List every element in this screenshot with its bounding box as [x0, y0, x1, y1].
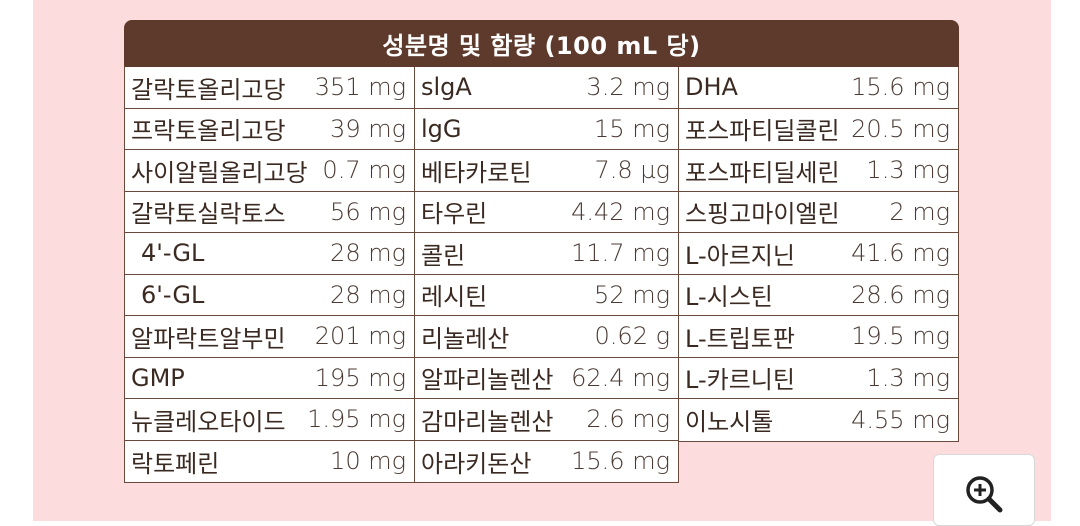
ingredient-amount: 1.3 mg — [866, 363, 950, 392]
table-grid: 갈락토올리고당 351 mg 프락토올리고당 39 mg 사이알릴올리고당 0.7 mg 갈… — [124, 67, 959, 483]
ingredient-name: 4'-GL — [141, 239, 205, 268]
ingredient-amount: 4.42 mg — [571, 197, 670, 226]
ingredient-name: 뉴클레오타이드 — [131, 407, 286, 436]
ingredient-name: slgA — [421, 73, 472, 102]
ingredient-amount: 19.5 mg — [851, 322, 950, 351]
zoom-in-icon — [966, 476, 1003, 513]
ingredient-amount: 0.7 mg — [322, 156, 406, 185]
ingredient-name: 갈락토올리고당 — [131, 75, 286, 104]
table-column-2: slgA 3.2 mg lgG 15 mg 베타카로틴 7.8 µg 타우린 4.42 mg 콜… — [415, 67, 679, 483]
table-row: 알파리놀렌산 62.4 mg — [415, 358, 678, 399]
ingredient-amount: 1.3 mg — [866, 156, 950, 185]
ingredient-name: 프락토올리고당 — [131, 117, 286, 146]
ingredient-name: 이노시톨 — [685, 408, 774, 437]
ingredient-name: 아라키돈산 — [421, 449, 532, 478]
ingredient-amount: 351 mg — [314, 73, 406, 102]
table-row: 6'-GL 28 mg — [125, 275, 414, 316]
table-row: 레시틴 52 mg — [415, 275, 678, 316]
zoom-in-button[interactable] — [933, 454, 1035, 526]
ingredient-name: 포스파티딜세린 — [685, 158, 840, 187]
ingredient-name: lgG — [421, 114, 462, 143]
ingredient-name: L-카르니틴 — [685, 366, 795, 395]
table-row: 뉴클레오타이드 1.95 mg — [125, 399, 414, 441]
table-row: L-트립토판 19.5 mg — [679, 316, 958, 358]
table-row: 스핑고마이엘린 2 mg — [679, 192, 958, 233]
table-row: lgG 15 mg — [415, 109, 678, 150]
ingredient-amount: 15.6 mg — [571, 447, 670, 476]
ingredient-amount: 56 mg — [330, 197, 406, 226]
ingredient-name: 스핑고마이엘린 — [685, 200, 840, 229]
ingredient-name: L-시스틴 — [685, 283, 773, 312]
ingredient-amount: 0.62 g — [594, 322, 670, 351]
ingredient-amount: 201 mg — [314, 322, 406, 351]
ingredient-name: 감마리놀렌산 — [421, 407, 554, 436]
table-row: slgA 3.2 mg — [415, 67, 678, 109]
table-row: 콜린 11.7 mg — [415, 233, 678, 275]
ingredient-name: 레시틴 — [421, 283, 488, 312]
ingredient-amount: 15.6 mg — [851, 73, 950, 102]
table-row: 리놀레산 0.62 g — [415, 316, 678, 358]
ingredient-name: L-아르지닌 — [685, 241, 795, 270]
ingredient-amount: 28 mg — [330, 239, 406, 268]
ingredient-name: 콜린 — [421, 241, 466, 270]
table-column-1: 갈락토올리고당 351 mg 프락토올리고당 39 mg 사이알릴올리고당 0.7 mg 갈… — [124, 67, 415, 483]
table-row: 갈락토올리고당 351 mg — [125, 67, 414, 109]
ingredient-amount: 2 mg — [889, 197, 950, 226]
ingredient-amount: 1.95 mg — [307, 405, 406, 434]
table-row: L-카르니틴 1.3 mg — [679, 358, 958, 399]
table-row: 알파락트알부민 201 mg — [125, 316, 414, 358]
ingredient-amount: 4.55 mg — [851, 405, 950, 434]
ingredient-amount: 62.4 mg — [571, 363, 670, 392]
table-row: 프락토올리고당 39 mg — [125, 109, 414, 150]
ingredient-amount: 28.6 mg — [851, 280, 950, 309]
table-row: 갈락토실락토스 56 mg — [125, 192, 414, 233]
ingredient-amount: 7.8 µg — [594, 156, 670, 185]
table-title: 성분명 및 함량 (100 mL 당) — [124, 20, 959, 67]
ingredient-name: 타우린 — [421, 200, 488, 229]
table-row: 베타카로틴 7.8 µg — [415, 150, 678, 192]
ingredient-name: DHA — [685, 73, 738, 102]
ingredient-name: 갈락토실락토스 — [131, 200, 286, 229]
table-row: 포스파티딜세린 1.3 mg — [679, 150, 958, 192]
ingredient-amount: 41.6 mg — [851, 239, 950, 268]
table-row: 사이알릴올리고당 0.7 mg — [125, 150, 414, 192]
ingredient-amount: 2.6 mg — [586, 405, 670, 434]
table-row: 타우린 4.42 mg — [415, 192, 678, 233]
ingredient-amount: 52 mg — [594, 280, 670, 309]
table-row: 감마리놀렌산 2.6 mg — [415, 399, 678, 441]
ingredient-name: 베타카로틴 — [421, 158, 532, 187]
ingredient-name: 6'-GL — [141, 280, 205, 309]
table-row: 이노시톨 4.55 mg — [679, 399, 958, 441]
ingredient-amount: 20.5 mg — [851, 114, 950, 143]
table-row: GMP 195 mg — [125, 358, 414, 399]
table-row: L-시스틴 28.6 mg — [679, 275, 958, 316]
ingredient-amount: 28 mg — [330, 280, 406, 309]
table-row: 락토페린 10 mg — [125, 441, 414, 483]
ingredient-amount: 195 mg — [314, 363, 406, 392]
table-row: 포스파티딜콜린 20.5 mg — [679, 109, 958, 150]
ingredient-table: 성분명 및 함량 (100 mL 당) 갈락토올리고당 351 mg 프락토올리고당… — [124, 20, 959, 483]
ingredient-name: 알파락트알부민 — [131, 324, 286, 353]
ingredient-name: GMP — [131, 363, 185, 392]
ingredient-amount: 3.2 mg — [586, 73, 670, 102]
table-row: 아라키돈산 15.6 mg — [415, 441, 678, 483]
ingredient-amount: 39 mg — [330, 114, 406, 143]
ingredient-amount: 11.7 mg — [571, 239, 670, 268]
table-row: 4'-GL 28 mg — [125, 233, 414, 275]
ingredient-name: 사이알릴올리고당 — [131, 158, 308, 187]
ingredient-amount: 10 mg — [330, 447, 406, 476]
ingredient-amount: 15 mg — [594, 114, 670, 143]
table-row: DHA 15.6 mg — [679, 67, 958, 109]
table-column-3: DHA 15.6 mg 포스파티딜콜린 20.5 mg 포스파티딜세린 1.3 mg 스핑고… — [679, 67, 959, 442]
ingredient-name: 포스파티딜콜린 — [685, 117, 840, 146]
ingredient-name: 리놀레산 — [421, 324, 510, 353]
ingredient-name: L-트립토판 — [685, 324, 795, 353]
ingredient-name: 알파리놀렌산 — [421, 366, 554, 395]
table-row: L-아르지닌 41.6 mg — [679, 233, 958, 275]
ingredient-name: 락토페린 — [131, 449, 220, 478]
